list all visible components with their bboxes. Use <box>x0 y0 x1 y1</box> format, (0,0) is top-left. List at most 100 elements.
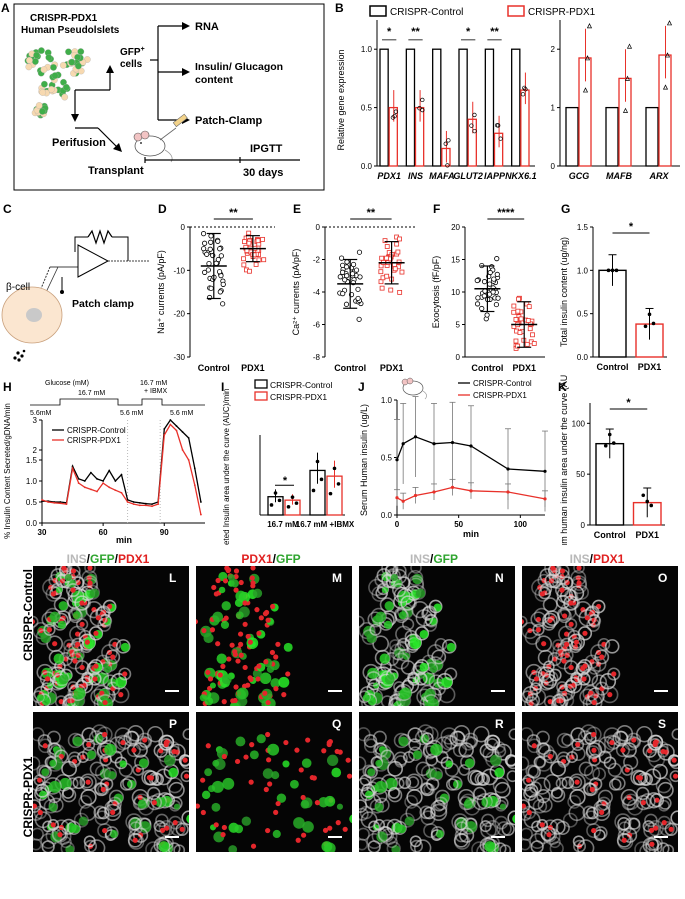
data-point <box>215 256 221 263</box>
scale-bar <box>654 690 668 692</box>
pdx1-signal <box>207 676 214 682</box>
x-tick-label: ARX <box>648 171 669 181</box>
ins-signal <box>72 776 86 790</box>
pdx1-signal <box>575 742 581 748</box>
pdx1-signal <box>242 600 248 606</box>
pdx1-signal <box>593 693 599 699</box>
arrow-head <box>113 143 122 152</box>
ins-signal <box>89 761 105 777</box>
y-tick-label: 10 <box>451 288 460 297</box>
ins-signal <box>422 694 440 706</box>
data-point <box>138 504 141 507</box>
ins-signal <box>414 730 430 746</box>
ins-signal <box>578 609 597 627</box>
data-point <box>90 488 92 491</box>
ins-signal <box>562 812 578 828</box>
bar <box>565 106 579 167</box>
ins-signal <box>374 649 391 666</box>
gfp-signal <box>270 678 281 689</box>
ipgtt-label: IPGTT <box>250 143 283 155</box>
pdx1-signal <box>263 786 269 793</box>
pdx1-signal <box>87 566 93 571</box>
data-point <box>515 343 521 349</box>
ins-signal <box>359 690 371 704</box>
micrograph-image <box>359 566 458 706</box>
pdx1-signal <box>242 664 248 671</box>
ins-signal <box>137 799 155 816</box>
ins-signal <box>522 799 531 813</box>
pdx1-signal <box>142 737 148 743</box>
scale-bar <box>491 836 505 838</box>
islet-cell <box>61 93 69 101</box>
ins-signal <box>372 754 390 772</box>
stain-label: PDX1 <box>241 552 273 566</box>
pdx1-signal <box>241 683 248 689</box>
x-tick-label: NKX6.1 <box>505 171 537 181</box>
y-tick-label: 100 <box>572 419 586 428</box>
rna-label: RNA <box>195 21 219 33</box>
pdx1-signal <box>223 615 229 621</box>
ins-signal <box>430 826 445 840</box>
ins-signal <box>75 618 89 631</box>
pdx1-signal <box>72 658 78 664</box>
pdx1-signal <box>182 757 188 763</box>
x-tick-label: GLUT2 <box>453 171 483 181</box>
gfp-signal <box>228 845 238 852</box>
significance-mark: ** <box>490 26 499 38</box>
gfp-signal <box>397 824 407 834</box>
gfp-cells-label: GFP+ <box>120 46 145 58</box>
ins-signal <box>542 617 556 631</box>
ins-signal <box>401 618 415 631</box>
ins-signal <box>363 738 379 754</box>
pdx1-signal <box>196 619 199 625</box>
stain-label: / <box>430 552 434 566</box>
pdx1-signal <box>661 820 667 826</box>
data-point <box>450 485 455 489</box>
islet-cell <box>35 102 43 109</box>
ins-signal <box>567 633 585 651</box>
islet-cell <box>39 89 47 96</box>
pdx1-signal <box>262 690 268 696</box>
data-point <box>114 489 117 492</box>
pdx1-signal <box>574 779 580 785</box>
bar <box>484 48 495 167</box>
gfp-signal <box>199 694 207 702</box>
gfp-signal <box>419 662 429 672</box>
pdx1-signal <box>263 609 270 616</box>
data-point <box>469 123 474 128</box>
ins-signal <box>459 827 475 843</box>
data-point <box>517 330 523 336</box>
ins-signal <box>628 736 641 749</box>
x-tick-label: PDX1 <box>377 171 401 181</box>
gfp-signal <box>211 780 224 793</box>
significance-mark: * <box>629 221 634 233</box>
gfp-signal <box>259 672 272 685</box>
data-point <box>543 469 547 473</box>
data-point <box>357 274 363 280</box>
pdx1-signal <box>275 641 281 647</box>
data-point <box>353 267 360 273</box>
pdx1-signal <box>301 832 307 838</box>
gfp-signal <box>271 771 280 780</box>
x-tick-label: 16.7 mM +IBMX <box>296 520 355 529</box>
data-point <box>513 338 519 344</box>
gfp-signal <box>221 601 231 611</box>
ins-signal <box>379 670 396 687</box>
islet-cell <box>33 51 40 59</box>
ins-signal <box>133 827 149 843</box>
bar <box>511 48 521 167</box>
ins-signal <box>617 817 631 831</box>
gfp-signal <box>222 777 235 790</box>
ins-signal <box>573 584 589 600</box>
data-point <box>397 289 403 295</box>
ins-signal <box>386 836 398 849</box>
content-label: Insulin/ Glucagon <box>195 61 283 73</box>
data-point <box>200 513 202 516</box>
y-tick-label: -10 <box>173 266 185 275</box>
gfp-signal <box>41 768 50 777</box>
micrograph-stain-title: INS/PDX1 <box>522 552 672 566</box>
stain-label: GFP <box>433 552 459 566</box>
data-point <box>187 437 190 439</box>
panel-letter: E <box>293 202 301 216</box>
pdx1-signal <box>132 837 138 843</box>
